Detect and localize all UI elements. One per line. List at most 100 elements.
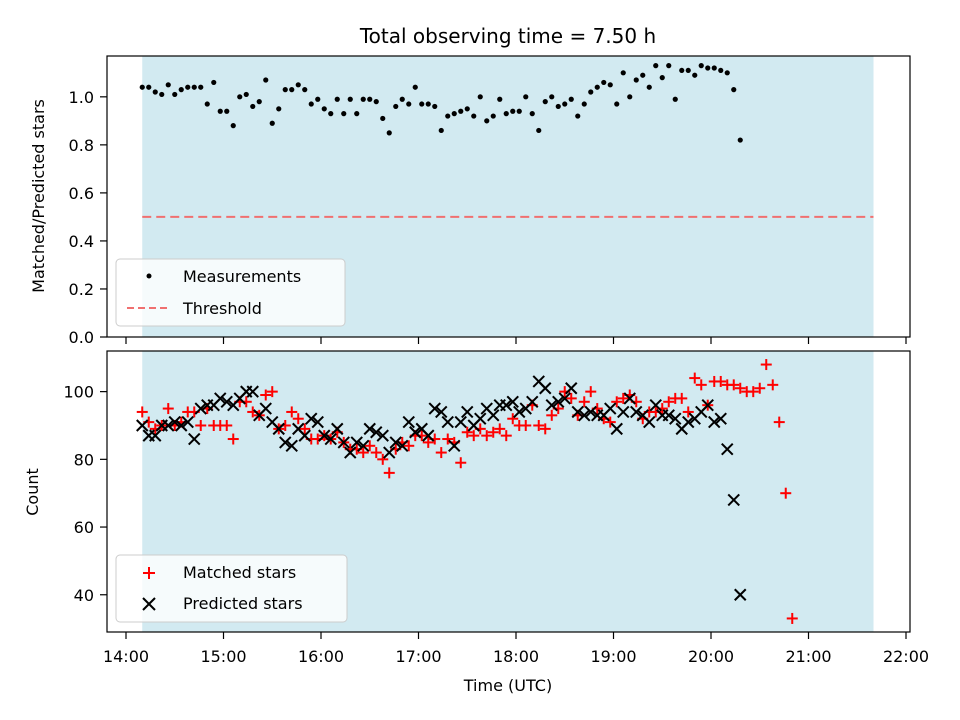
top-y-axis-label: Matched/Predicted stars: [29, 99, 48, 293]
measurement-point: [653, 63, 659, 69]
measurement-point: [445, 113, 451, 119]
measurement-point: [477, 94, 483, 100]
predicted-star-point: [337, 436, 350, 449]
measurement-point: [269, 120, 275, 126]
predicted-star-point: [662, 409, 675, 422]
predicted-star-point: [500, 398, 513, 412]
predicted-star-point: [363, 422, 376, 436]
measurement-point: [328, 111, 334, 117]
measurement-point: [640, 72, 646, 78]
predicted-star-point: [350, 436, 363, 449]
measurement-point: [620, 70, 626, 76]
matched-star-point: [468, 430, 480, 442]
predicted-star-point: [259, 402, 272, 415]
predicted-star-point: [610, 422, 623, 436]
matched-star-point: [481, 430, 493, 442]
matched-star-point: [728, 379, 740, 391]
x-tick-label: 14:00: [103, 647, 149, 666]
measurement-point: [490, 113, 496, 119]
measurement-point: [360, 96, 366, 102]
predicted-star-point: [539, 382, 552, 395]
matched-star-point: [780, 487, 792, 499]
measurement-point: [159, 91, 165, 98]
matched-star-point: [286, 406, 298, 418]
x-tick-label: 16:00: [298, 647, 344, 666]
predicted-star-point: [448, 439, 461, 453]
measurement-point: [614, 101, 620, 107]
x-tick-label: 19:00: [590, 647, 636, 666]
measurement-point: [646, 84, 652, 90]
top-legend: Measurements Threshold: [115, 258, 346, 327]
measurement-point: [432, 103, 438, 110]
predicted-star-point: [552, 395, 565, 408]
measurement-point: [276, 106, 282, 112]
measurement-point: [497, 96, 503, 102]
legend-threshold-label: Threshold: [182, 299, 262, 318]
predicted-star-point: [318, 429, 331, 442]
measurement-point: [237, 94, 243, 100]
measurement-point: [354, 111, 360, 117]
measurement-point: [542, 99, 548, 105]
measurement-point: [464, 106, 470, 112]
predicted-star-point: [584, 405, 597, 419]
measurement-point: [484, 118, 490, 124]
measurement-point: [471, 113, 477, 119]
measurement-point: [185, 84, 191, 90]
legend-matched-label: Matched stars: [183, 563, 296, 582]
matched-star-point: [266, 386, 278, 398]
matched-star-point: [663, 396, 675, 408]
matched-star-point: [422, 436, 434, 448]
measurement-point: [718, 67, 724, 74]
predicted-star-point: [558, 392, 571, 405]
y-tick-label: 0.4: [69, 232, 94, 251]
measurement-point: [523, 94, 529, 100]
matched-star-point: [461, 426, 473, 438]
predicted-star-point: [545, 398, 558, 412]
matched-star-point: [689, 372, 701, 384]
matched-star-point: [500, 430, 512, 442]
measurement-point: [282, 87, 288, 93]
matched-star-point: [403, 440, 415, 452]
x-tick-label: 15:00: [200, 647, 246, 666]
measurement-point: [198, 84, 204, 90]
matched-star-point: [435, 447, 447, 459]
measurement-point: [705, 65, 711, 71]
measurement-point: [399, 96, 405, 102]
measurement-point: [575, 113, 581, 119]
matched-star-point: [221, 419, 233, 431]
bottom-panel: 40 60 80 100 14:00 15:00 16:00 17:00 18:00 19:00…: [23, 350, 929, 695]
y-tick-label: 0.0: [69, 328, 94, 347]
matched-star-point: [455, 457, 467, 469]
predicted-star-point: [734, 588, 747, 601]
predicted-star-point: [136, 419, 149, 432]
bottom-legend-box: [115, 554, 348, 623]
predicted-star-point: [214, 392, 227, 405]
predicted-star-point: [714, 412, 727, 425]
matched-star-point: [734, 382, 746, 394]
measurement-point: [679, 67, 685, 74]
measurement-point: [224, 108, 230, 114]
measurement-point: [529, 111, 535, 117]
measurement-point: [367, 96, 373, 102]
matched-star-point: [715, 375, 727, 387]
predicted-star-point: [578, 409, 591, 422]
predicted-star-point: [721, 442, 734, 456]
measurement-point: [289, 87, 295, 93]
predicted-star-point: [376, 429, 389, 442]
measurement-point: [458, 108, 464, 114]
measurement-point: [341, 111, 347, 117]
matched-star-point: [611, 396, 623, 408]
measurement-point: [711, 65, 717, 71]
predicted-star-point: [708, 415, 721, 429]
measurement-point: [685, 67, 691, 74]
measurement-point: [178, 87, 184, 93]
predicted-star-point: [506, 395, 519, 408]
predicted-star-point: [649, 398, 662, 412]
matched-star-point: [773, 416, 785, 428]
measurement-point: [633, 77, 639, 83]
matched-star-point: [533, 419, 545, 431]
top-legend-box: [115, 258, 346, 327]
predicted-star-point: [682, 415, 695, 429]
predicted-star-point: [402, 415, 415, 429]
